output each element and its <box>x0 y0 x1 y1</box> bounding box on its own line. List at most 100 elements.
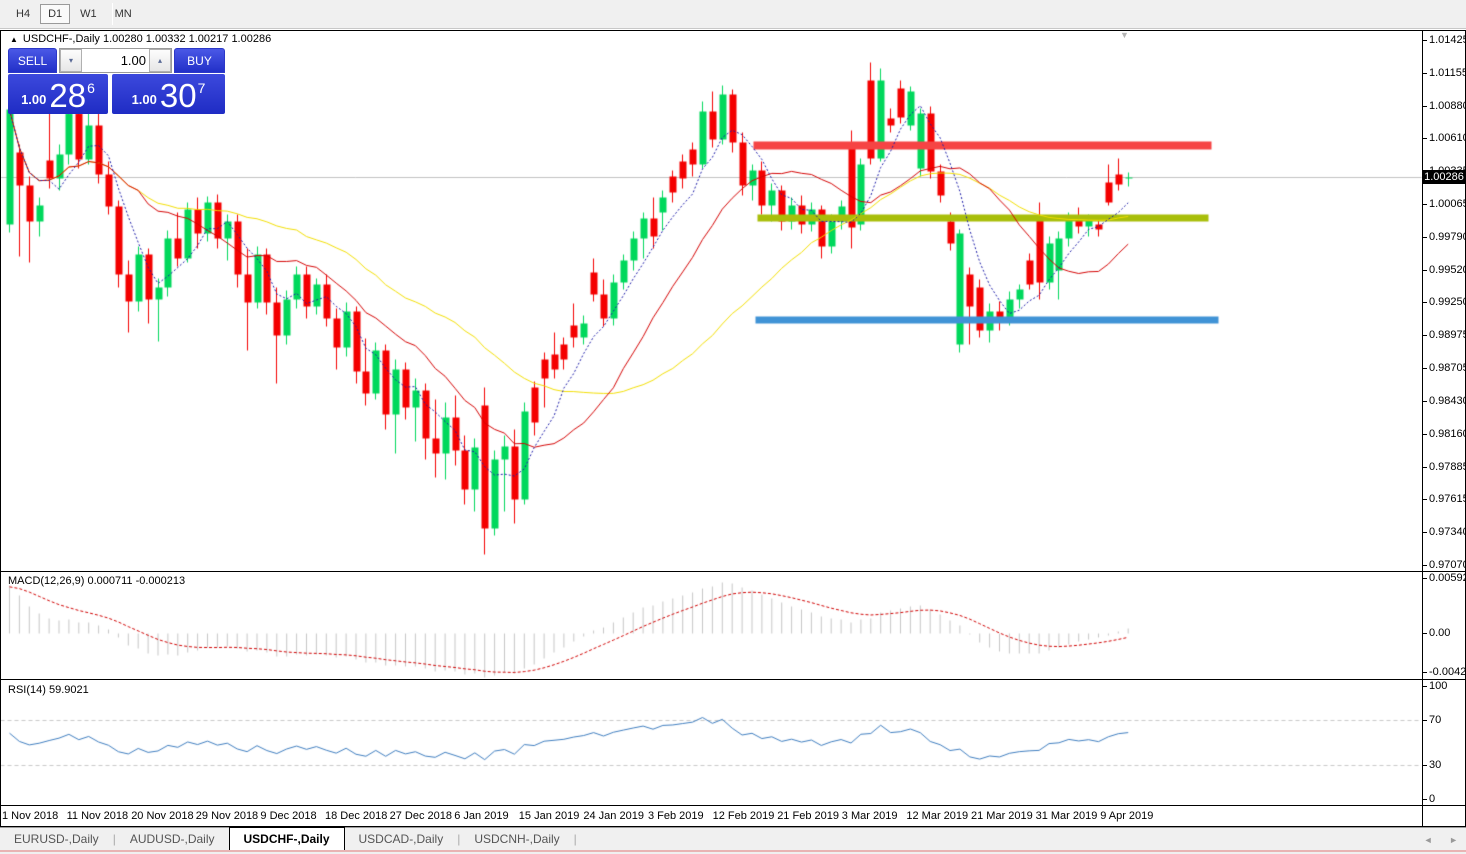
buy-price-display[interactable]: 1.00 30 7 <box>112 74 225 114</box>
price-axis-label: 1.01425 <box>1429 34 1466 46</box>
tab-scroll-left-icon[interactable]: ◄ <box>1423 835 1433 845</box>
price-chart-canvas[interactable] <box>0 0 1422 827</box>
price-axis-tick <box>1422 499 1427 501</box>
price-axis-tick <box>1422 40 1427 41</box>
date-axis-label: 3 Feb 2019 <box>648 810 704 822</box>
date-axis-label: 18 Dec 2018 <box>325 810 388 822</box>
macd-axis-tick <box>1422 578 1427 579</box>
tab-scroll-right-icon[interactable]: ► <box>1449 835 1458 845</box>
price-axis-tick <box>1422 269 1427 271</box>
price-axis-separator <box>1422 30 1423 826</box>
price-axis-label: 1.01155 <box>1429 66 1466 79</box>
date-axis-label: 24 Jan 2019 <box>583 810 644 822</box>
rsi-axis-tick <box>1422 765 1427 767</box>
chart-ohlc-values: 1.00280 1.00332 1.00217 1.00286 <box>102 33 272 45</box>
date-axis-label: 15 Jan 2019 <box>518 810 580 822</box>
chart-symbol-label: USDCHF-,Daily <box>22 33 100 45</box>
chevron-down-icon: ▾ <box>68 56 73 65</box>
chart-shift-marker-icon[interactable]: ▼ <box>1120 30 1129 40</box>
rsi-axis-tick <box>1422 686 1427 688</box>
rsi-axis-label: 70 <box>1429 714 1442 727</box>
chevron-up-icon: ▴ <box>157 56 162 65</box>
macd-indicator-label: MACD(12,26,9) 0.000711 -0.000213 <box>8 575 186 587</box>
rsi-indicator-label: RSI(14) 59.9021 <box>8 684 89 696</box>
price-axis-tick <box>1422 72 1427 74</box>
rsi-axis-tick <box>1422 799 1427 800</box>
macd-axis-label: 0.00 <box>1429 627 1451 639</box>
tab-eurusd[interactable]: EURUSD-,Daily <box>14 832 99 846</box>
price-axis[interactable]: 1.00286 1.01425 1.01155 1.00880 1.00610 1.00… <box>1422 30 1466 826</box>
macd-axis-tick <box>1422 633 1427 634</box>
date-axis-label: 6 Jan 2019 <box>454 810 509 822</box>
sell-price-point: 6 <box>87 80 95 96</box>
price-axis-label: 0.99250 <box>1429 296 1466 309</box>
window-bottom-accent <box>0 850 1466 852</box>
date-axis-label: 27 Dec 2018 <box>389 810 452 822</box>
date-axis-label: 11 Nov 2018 <box>66 810 129 822</box>
rsi-axis-label: 30 <box>1429 759 1442 772</box>
buy-button[interactable]: BUY <box>174 48 225 73</box>
buy-price-point: 7 <box>197 80 206 96</box>
chart-title: ▲ USDCHF-,Daily 1.00280 1.00332 1.00217 1… <box>10 33 271 45</box>
date-axis-label: 29 Nov 2018 <box>195 810 259 822</box>
tab-usdcnh[interactable]: USDCNH-,Daily <box>474 832 560 846</box>
price-axis-label: 0.99790 <box>1429 231 1466 244</box>
buy-price-pips: 30 <box>159 77 197 114</box>
date-axis-label: 3 Mar 2019 <box>841 810 898 822</box>
tab-usdchf[interactable]: USDCHF-,Daily <box>228 827 345 852</box>
price-axis-tick <box>1422 335 1427 337</box>
date-axis-separator <box>0 805 1466 806</box>
price-axis-tick <box>1422 565 1427 566</box>
price-axis-label: 0.97885 <box>1429 460 1466 473</box>
date-axis-label: 12 Mar 2019 <box>906 810 969 822</box>
current-price-tag: 1.00286 <box>1422 170 1466 185</box>
buy-price-whole: 1.00 <box>131 92 157 107</box>
price-axis-tick <box>1422 203 1427 205</box>
rsi-axis-label: 0 <box>1429 793 1436 805</box>
price-axis-tick <box>1422 401 1427 403</box>
tab-separator: | <box>457 832 461 846</box>
rsi-axis-label: 100 <box>1429 680 1448 693</box>
price-axis-tick <box>1422 433 1427 435</box>
date-axis-label: 20 Nov 2018 <box>131 810 194 822</box>
date-axis-label: 12 Feb 2019 <box>712 810 775 822</box>
price-axis-tick <box>1422 138 1427 140</box>
price-axis-label: 0.97615 <box>1429 493 1466 506</box>
price-axis-tick <box>1422 466 1427 468</box>
price-axis-label: 1.00610 <box>1429 132 1466 145</box>
price-axis-tick <box>1422 237 1427 239</box>
date-axis-label: 9 Apr 2019 <box>1100 810 1154 822</box>
macd-axis-label: 0.005926 <box>1429 572 1466 584</box>
tab-separator: | <box>573 832 577 846</box>
rsi-axis-tick <box>1422 720 1427 722</box>
sell-price-display[interactable]: 1.00 28 6 <box>8 74 108 114</box>
tab-scroller: ◄ ► <box>1410 835 1458 845</box>
sell-button[interactable]: SELL <box>8 48 57 73</box>
macd-panel-separator[interactable] <box>0 571 1466 572</box>
volume-increase-button[interactable]: ▴ <box>149 49 171 72</box>
chart-tab-bar: EURUSD-,Daily | AUDUSD-,Daily USDCHF-,Daily… <box>0 827 1466 854</box>
window-top-border <box>0 30 1466 31</box>
price-axis-label: 1.00065 <box>1429 197 1466 210</box>
rsi-panel-separator[interactable] <box>0 679 1466 680</box>
volume-stepper: ▾ ▴ <box>59 48 172 73</box>
tab-usdcad[interactable]: USDCAD-,Daily <box>358 832 444 846</box>
panel-collapse-icon[interactable]: ▲ <box>10 35 18 44</box>
price-axis-label: 0.97340 <box>1429 526 1466 539</box>
volume-input[interactable] <box>83 49 149 72</box>
window-left-border <box>0 30 1 826</box>
price-axis-label: 0.98975 <box>1429 329 1466 342</box>
date-axis[interactable]: 1 Nov 2018 11 Nov 2018 20 Nov 2018 29 Nov 2… <box>0 806 1422 826</box>
sell-price-pips: 28 <box>49 77 87 114</box>
macd-axis-label: -0.004241 <box>1429 666 1466 679</box>
price-axis-label: 0.98160 <box>1429 427 1466 440</box>
price-axis-label: 0.99520 <box>1429 263 1466 276</box>
price-axis-label: 1.00880 <box>1429 99 1466 112</box>
tab-audusd[interactable]: AUDUSD-,Daily <box>129 832 215 846</box>
volume-decrease-button[interactable]: ▾ <box>60 49 82 72</box>
price-axis-label: 0.98430 <box>1429 395 1466 408</box>
tab-separator: | <box>112 832 116 846</box>
price-axis-tick <box>1422 532 1427 534</box>
one-click-trading-panel: SELL ▾ ▴ BUY 1.00 28 6 1.00 30 7 <box>8 48 225 114</box>
